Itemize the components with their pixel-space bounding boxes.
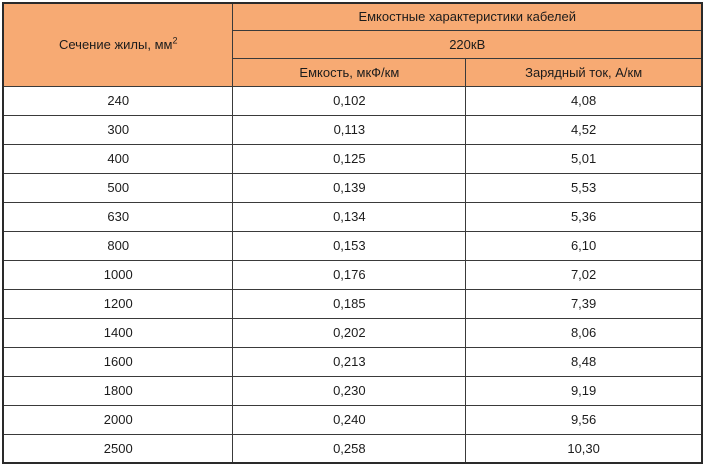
table-row: 1200 0,185 7,39 <box>2 288 703 319</box>
section-cell: 1000 <box>2 259 234 290</box>
table-row: 400 0,125 5,01 <box>2 143 703 174</box>
current-cell: 5,53 <box>465 172 703 203</box>
capacity-cell: 0,102 <box>232 85 467 116</box>
capacity-cell: 0,185 <box>232 288 467 319</box>
section-cell: 1200 <box>2 288 234 319</box>
capacity-cell: 0,213 <box>232 346 467 377</box>
current-cell: 4,52 <box>465 114 703 145</box>
squared-superscript: 2 <box>172 35 178 46</box>
section-cell: 2000 <box>2 404 234 435</box>
current-cell: 8,48 <box>465 346 703 377</box>
current-cell: 10,30 <box>465 433 703 464</box>
table-body: 240 0,102 4,08 300 0,113 4,52 400 0,125 … <box>2 85 703 464</box>
current-cell: 9,56 <box>465 404 703 435</box>
capacity-cell: 0,139 <box>232 172 467 203</box>
section-cell: 1800 <box>2 375 234 406</box>
capacity-cell: 0,258 <box>232 433 467 464</box>
section-cell: 1600 <box>2 346 234 377</box>
section-cell: 630 <box>2 201 234 232</box>
current-cell: 5,36 <box>465 201 703 232</box>
table-row: 800 0,153 6,10 <box>2 230 703 261</box>
capacity-cell: 0,113 <box>232 114 467 145</box>
current-cell: 8,06 <box>465 317 703 348</box>
table-row: 500 0,139 5,53 <box>2 172 703 203</box>
col-header-section: Сечение жилы, мм2 <box>2 2 234 87</box>
capacity-cell: 0,125 <box>232 143 467 174</box>
section-cell: 800 <box>2 230 234 261</box>
voltage-header: 220кВ <box>232 29 703 59</box>
section-cell: 500 <box>2 172 234 203</box>
group-header: Емкостные характеристики кабелей <box>232 2 703 31</box>
current-cell: 7,02 <box>465 259 703 290</box>
table-header: Сечение жилы, мм2 Емкостные характеристи… <box>2 2 703 87</box>
col-header-section-label: Сечение жилы, мм <box>58 37 173 53</box>
table-row: 2500 0,258 10,30 <box>2 433 703 464</box>
table-row: 630 0,134 5,36 <box>2 201 703 232</box>
section-cell: 2500 <box>2 433 234 464</box>
current-cell: 5,01 <box>465 143 703 174</box>
capacity-cell: 0,153 <box>232 230 467 261</box>
section-cell: 240 <box>2 85 234 116</box>
current-cell: 7,39 <box>465 288 703 319</box>
col-header-capacity: Емкость, мкФ/км <box>232 57 467 87</box>
table-row: 1800 0,230 9,19 <box>2 375 703 406</box>
table-row: 2000 0,240 9,56 <box>2 404 703 435</box>
table-row: 1600 0,213 8,48 <box>2 346 703 377</box>
table-row: 1400 0,202 8,06 <box>2 317 703 348</box>
table-row: 300 0,113 4,52 <box>2 114 703 145</box>
table-row: 240 0,102 4,08 <box>2 85 703 116</box>
capacity-cell: 0,230 <box>232 375 467 406</box>
current-cell: 4,08 <box>465 85 703 116</box>
col-header-current: Зарядный ток, А/км <box>465 57 703 87</box>
capacity-cell: 0,240 <box>232 404 467 435</box>
section-cell: 300 <box>2 114 234 145</box>
capacity-cell: 0,202 <box>232 317 467 348</box>
section-cell: 400 <box>2 143 234 174</box>
current-cell: 9,19 <box>465 375 703 406</box>
capacity-cell: 0,176 <box>232 259 467 290</box>
table-row: 1000 0,176 7,02 <box>2 259 703 290</box>
capacity-cell: 0,134 <box>232 201 467 232</box>
current-cell: 6,10 <box>465 230 703 261</box>
section-cell: 1400 <box>2 317 234 348</box>
